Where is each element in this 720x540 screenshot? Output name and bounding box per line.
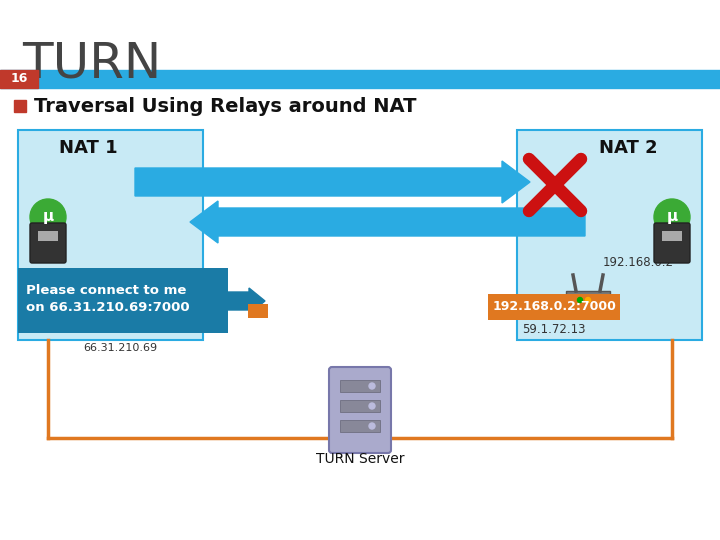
Bar <box>14 100 26 112</box>
FancyArrow shape <box>225 288 265 314</box>
Circle shape <box>577 298 582 302</box>
Text: μ: μ <box>667 210 678 225</box>
FancyArrow shape <box>190 201 585 243</box>
Bar <box>0 70 38 88</box>
Text: NAT 2: NAT 2 <box>599 139 657 157</box>
Bar <box>340 420 380 432</box>
Circle shape <box>369 383 375 389</box>
Bar <box>18 268 228 333</box>
Circle shape <box>654 199 690 235</box>
Bar <box>18 130 203 340</box>
Text: 59.1.72.13: 59.1.72.13 <box>522 323 586 336</box>
Text: 16: 16 <box>10 72 27 85</box>
Bar <box>340 380 380 392</box>
Text: μ: μ <box>42 210 53 225</box>
Text: TURN: TURN <box>22 40 161 88</box>
Text: 192.168.0.2:7000: 192.168.0.2:7000 <box>492 300 616 314</box>
FancyBboxPatch shape <box>30 223 66 263</box>
Text: NAT 1: NAT 1 <box>59 139 117 157</box>
Bar <box>38 231 58 241</box>
Text: Please connect to me
on 66.31.210.69:7000: Please connect to me on 66.31.210.69:700… <box>26 284 189 314</box>
Text: Traversal Using Relays around NAT: Traversal Using Relays around NAT <box>34 97 416 116</box>
Text: 192.168.0.2: 192.168.0.2 <box>603 255 673 268</box>
Bar <box>340 400 380 412</box>
Circle shape <box>30 199 66 235</box>
Bar <box>566 291 610 313</box>
Bar <box>662 231 682 241</box>
FancyBboxPatch shape <box>654 223 690 263</box>
Circle shape <box>585 298 590 302</box>
Circle shape <box>369 403 375 409</box>
Circle shape <box>369 423 375 429</box>
Bar <box>488 294 620 320</box>
Text: 66.31.210.69: 66.31.210.69 <box>83 343 157 353</box>
Bar <box>517 130 702 340</box>
FancyArrow shape <box>135 161 530 203</box>
Text: TURN Server: TURN Server <box>316 452 404 466</box>
Bar <box>248 304 268 318</box>
FancyBboxPatch shape <box>329 367 391 453</box>
Bar <box>0 70 720 88</box>
